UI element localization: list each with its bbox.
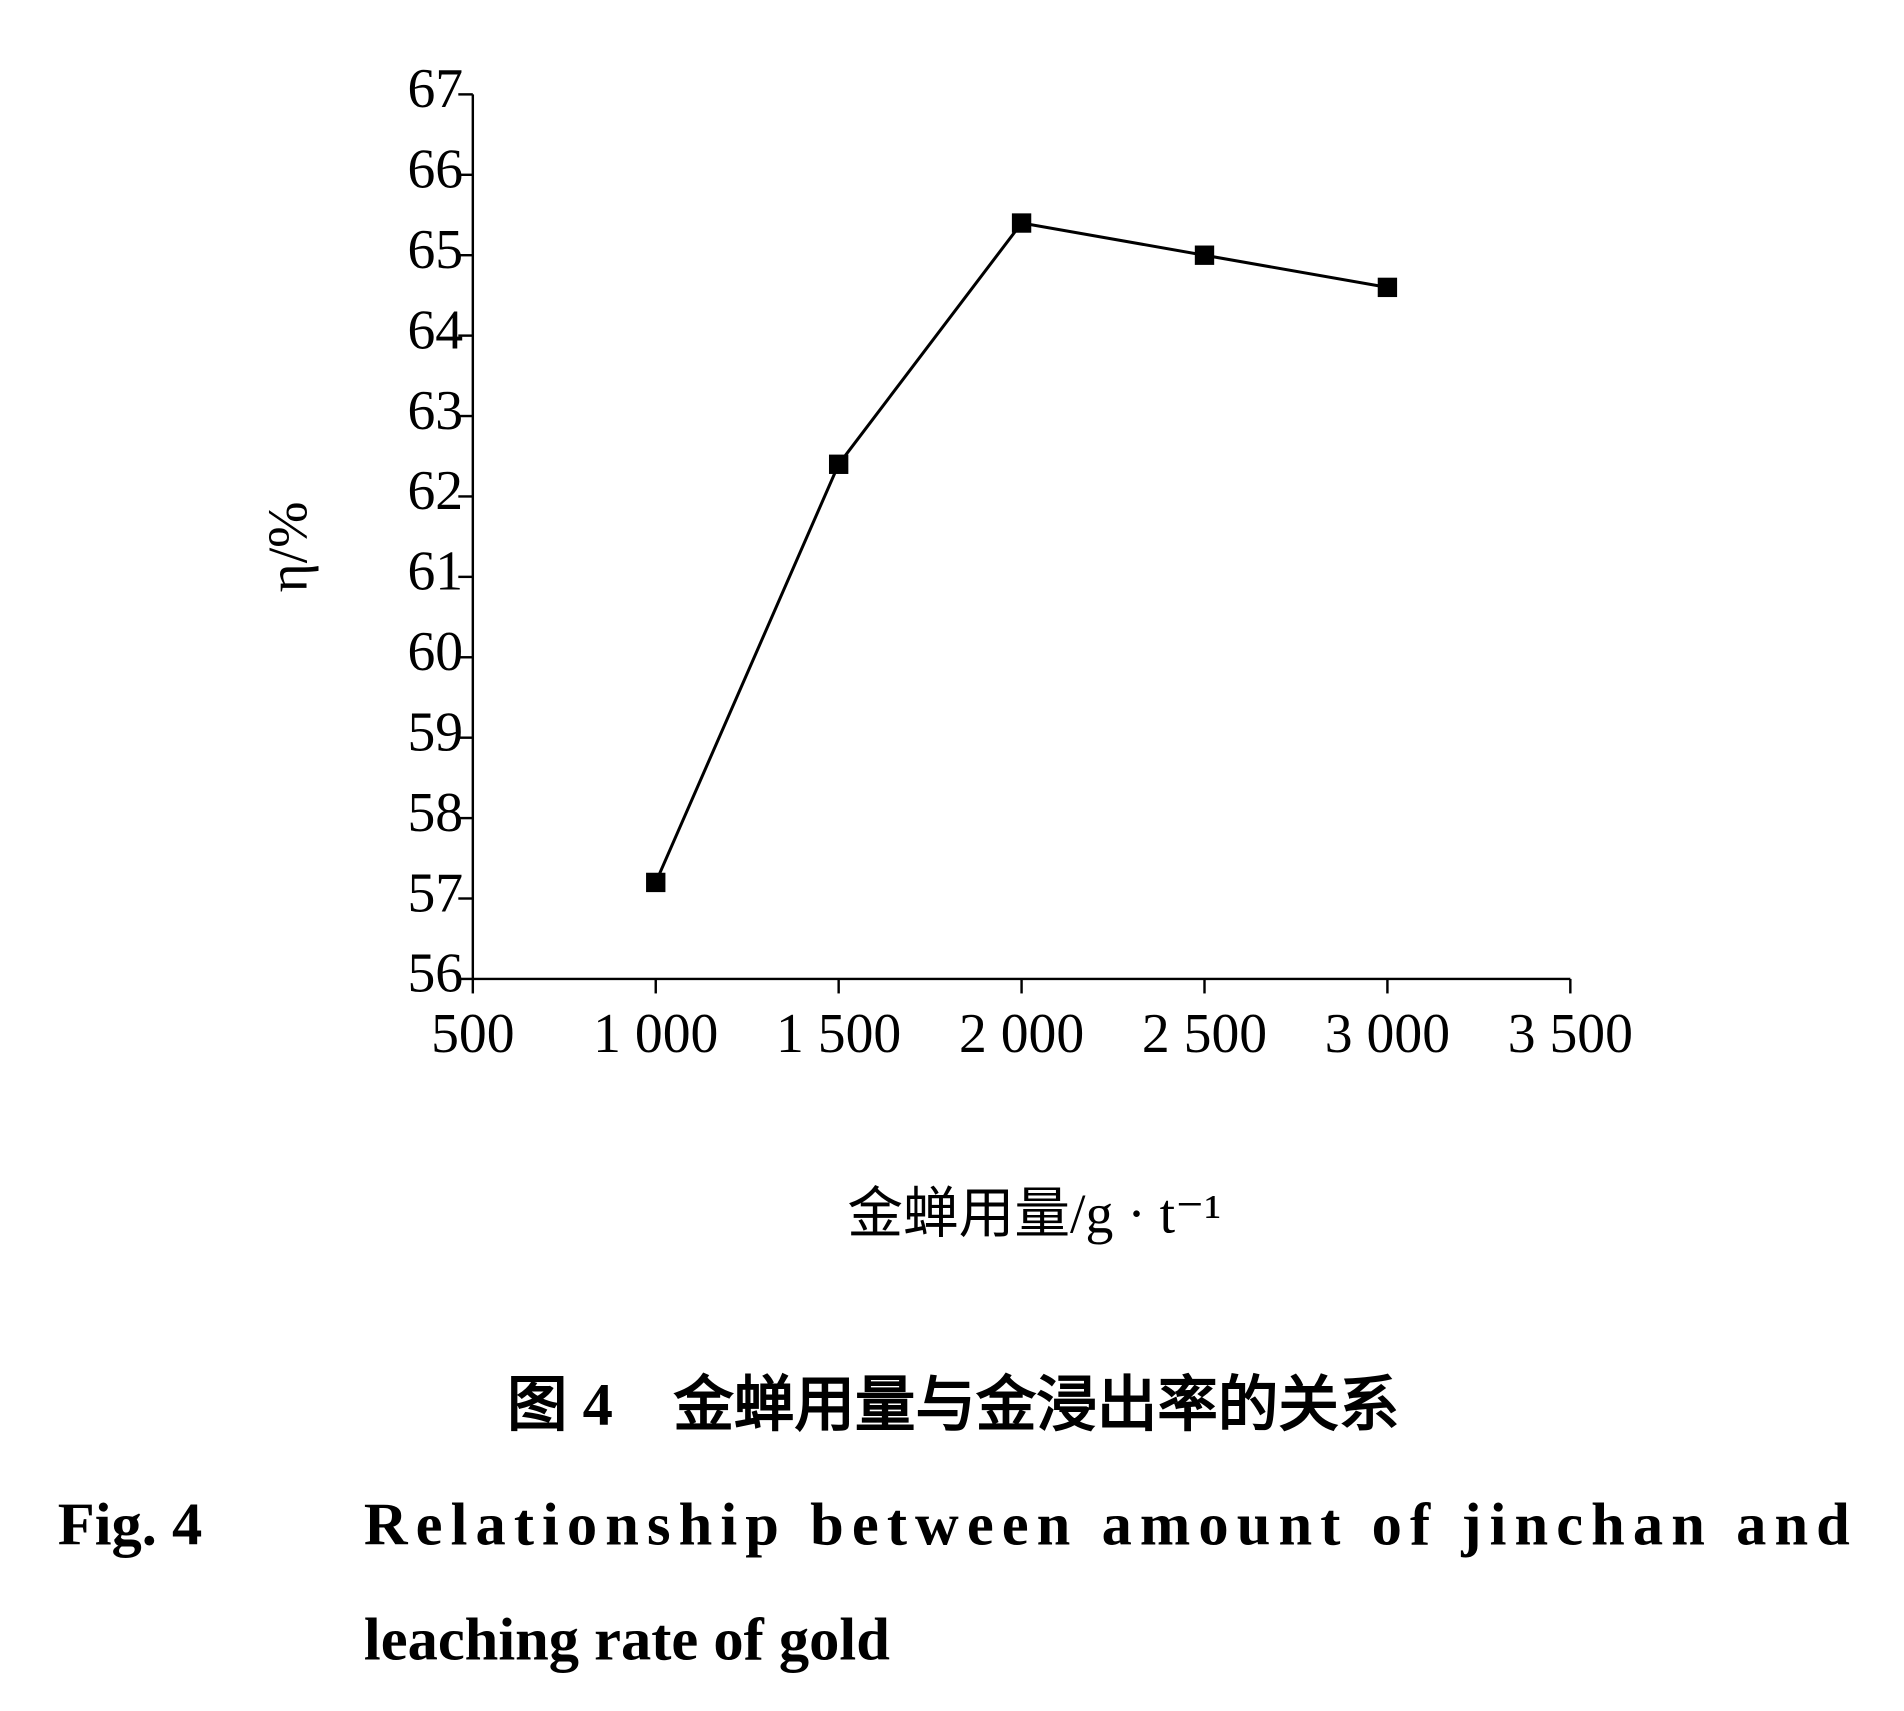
x-tick-label: 2 500 bbox=[1142, 1003, 1267, 1065]
y-tick-label: 58 bbox=[407, 782, 463, 844]
x-tick-label: 1 500 bbox=[776, 1003, 901, 1065]
caption-fig-label: Fig. 4 bbox=[58, 1492, 203, 1559]
background bbox=[3, 0, 1901, 1711]
caption-en: leaching rate of gold bbox=[364, 1607, 890, 1674]
data-point bbox=[1377, 277, 1398, 298]
data-point bbox=[1194, 245, 1215, 265]
data-point bbox=[828, 454, 849, 474]
y-tick-label: 63 bbox=[407, 380, 463, 442]
y-tick-label: 56 bbox=[407, 943, 463, 1005]
x-axis-label: 金蝉用量/g · t⁻¹ bbox=[847, 1184, 1221, 1246]
y-tick-label: 66 bbox=[407, 139, 463, 201]
x-tick-label: 3 000 bbox=[1325, 1003, 1450, 1065]
data-point bbox=[646, 872, 666, 893]
x-tick-label: 500 bbox=[431, 1003, 514, 1065]
caption-en: Relationship between amount of jinchan a… bbox=[364, 1492, 1850, 1559]
y-tick-label: 62 bbox=[407, 460, 463, 522]
x-tick-label: 2 000 bbox=[959, 1003, 1084, 1065]
y-tick-label: 65 bbox=[407, 219, 463, 281]
x-tick-label: 3 500 bbox=[1508, 1003, 1633, 1065]
y-tick-label: 57 bbox=[407, 862, 463, 924]
caption-zh: 图 4 金蝉用量与金浸出率的关系 bbox=[507, 1372, 1399, 1439]
y-tick-label: 60 bbox=[407, 621, 463, 683]
y-tick-label: 61 bbox=[407, 541, 463, 603]
data-point bbox=[1011, 213, 1032, 233]
y-tick-label: 64 bbox=[407, 299, 463, 361]
y-tick-label: 67 bbox=[407, 58, 463, 120]
y-axis-label: η/% bbox=[258, 501, 320, 592]
y-tick-label: 59 bbox=[407, 701, 463, 763]
x-tick-label: 1 000 bbox=[593, 1003, 718, 1065]
